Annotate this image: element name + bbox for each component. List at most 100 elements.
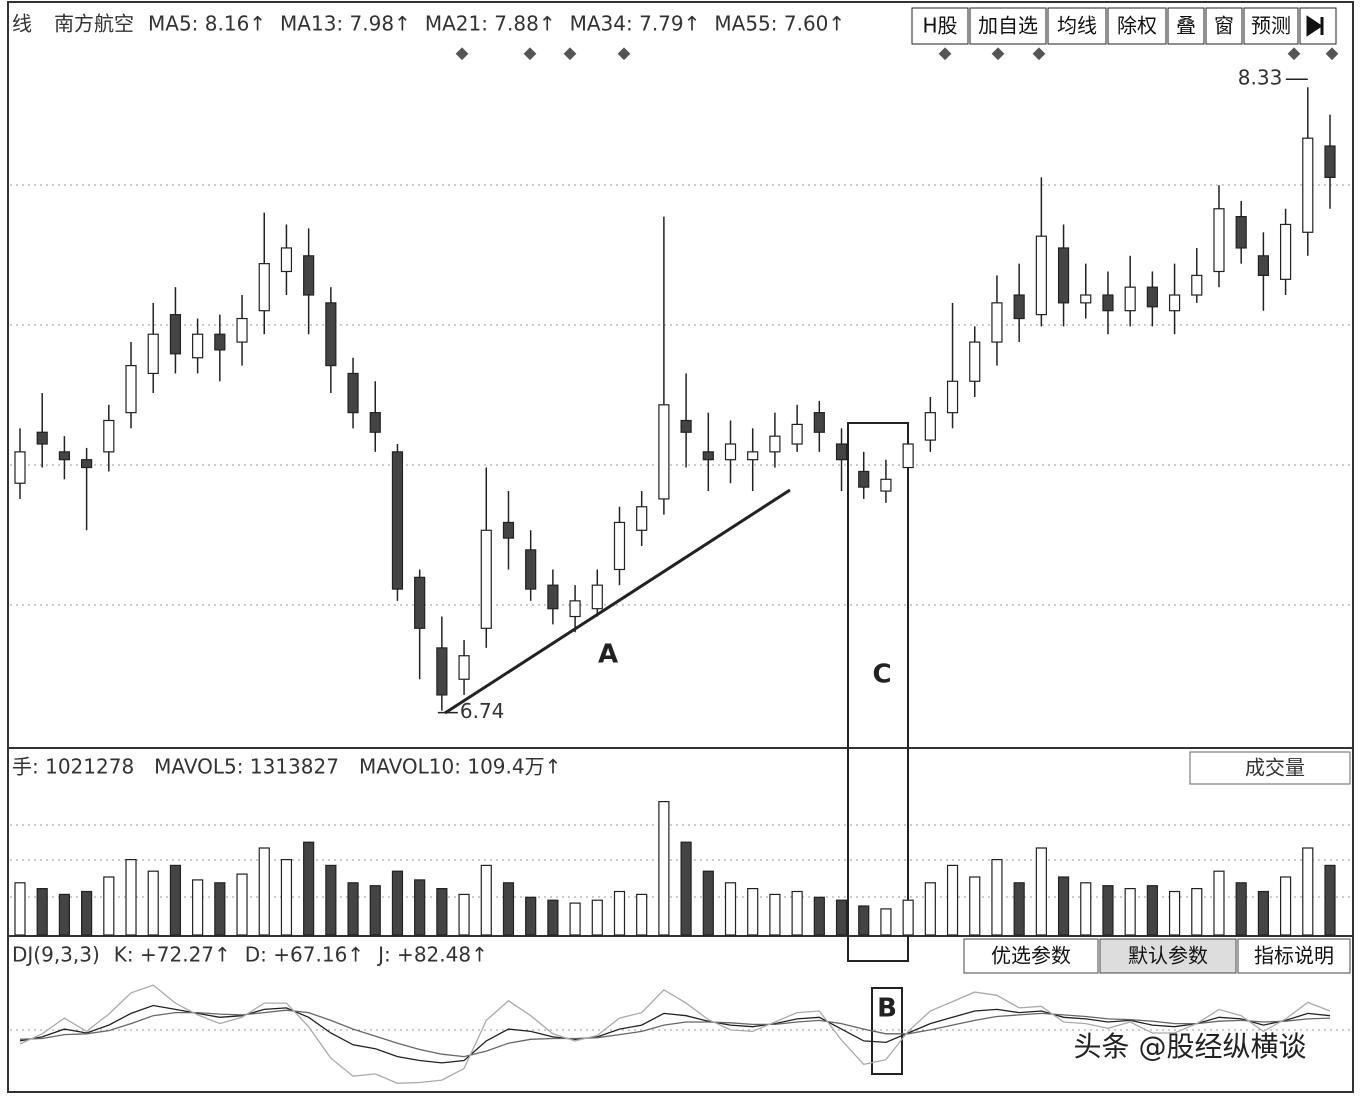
selector-label[interactable]: 成交量 — [1245, 756, 1305, 780]
toolbar-label[interactable]: 均线 — [1057, 14, 1097, 38]
candle-body — [103, 419, 115, 453]
toolbar-button[interactable] — [969, 7, 1047, 45]
candle-body — [525, 549, 537, 590]
kdj-legend: DJ(9,3,3) — [12, 943, 100, 967]
toolbar-button[interactable] — [1047, 7, 1107, 45]
volume-bar — [347, 882, 359, 936]
selector[interactable] — [1189, 751, 1351, 785]
volume-bar — [613, 890, 626, 936]
kdj-line — [19, 984, 1331, 1084]
low-label: 6.74 — [460, 699, 505, 723]
candle-body — [1013, 294, 1025, 320]
volume-bar — [946, 864, 959, 936]
volume-bar — [502, 882, 515, 936]
volume-bar — [58, 893, 71, 936]
candle-body — [858, 470, 870, 488]
indicator-label[interactable]: 优选参数 — [991, 944, 1071, 968]
indicator-label[interactable]: 默认参数 — [1128, 944, 1208, 968]
trend-line — [444, 488, 791, 715]
high-label: 8.33 — [1238, 66, 1283, 90]
candle-body — [58, 451, 71, 461]
volume-bar — [103, 876, 115, 936]
indicator-button[interactable] — [1099, 938, 1237, 974]
volume-bar — [1146, 885, 1158, 936]
kdj-legend: D: +67.16↑ — [245, 943, 364, 967]
candle-body — [969, 341, 981, 382]
candle-body — [747, 451, 759, 461]
volume-bar — [658, 800, 670, 936]
volume-bar — [858, 905, 870, 936]
volume-bar — [1213, 870, 1225, 936]
toolbar-label[interactable]: H股 — [922, 14, 957, 38]
candle-body — [36, 431, 48, 445]
annotation: A — [598, 640, 618, 670]
volume-legend: MAVOL10: 109.4万↑ — [359, 755, 561, 779]
volume-bar — [1080, 882, 1092, 936]
ma-value: MA55: 7.60↑ — [714, 12, 845, 36]
candle-body — [369, 412, 381, 433]
volume-bar — [1279, 876, 1292, 936]
volume-bar — [169, 864, 182, 936]
toolbar-button[interactable] — [1205, 7, 1243, 45]
toolbar-label[interactable]: 加自选 — [978, 14, 1038, 38]
volume-bar — [369, 885, 381, 936]
volume-bar — [880, 908, 892, 936]
toolbar-button[interactable] — [1243, 7, 1299, 45]
grid — [10, 184, 1350, 1031]
candle-body — [813, 412, 825, 433]
toolbar-icon[interactable] — [1306, 15, 1324, 37]
candle-body — [791, 423, 803, 445]
ma-value: MA5: 8.16↑ — [148, 12, 266, 36]
indicator-label[interactable]: 指标说明 — [1254, 944, 1334, 968]
candle-body — [502, 521, 515, 539]
indicator-button[interactable] — [963, 938, 1099, 974]
volume-bar — [236, 873, 248, 936]
candle-body — [835, 443, 848, 461]
candle-body — [569, 600, 581, 618]
volume-bar — [36, 887, 48, 936]
indicator-button[interactable] — [1237, 938, 1351, 974]
candle-body — [325, 302, 337, 367]
candle-body — [924, 412, 936, 441]
volume-bar — [303, 841, 315, 936]
toolbar-label[interactable]: 除权 — [1117, 14, 1157, 38]
volume-bar — [391, 870, 404, 936]
volume-bar — [436, 887, 448, 936]
candle-body — [702, 451, 714, 461]
volume-bar — [769, 893, 781, 936]
box-c — [847, 422, 909, 962]
candle-body — [391, 451, 404, 590]
candle-body — [1102, 294, 1114, 312]
kdj-line — [19, 1004, 1331, 1064]
frame — [7, 1, 1354, 1093]
volume-bar — [1302, 847, 1314, 936]
candle-body — [658, 404, 670, 500]
volume-bar — [214, 882, 226, 936]
volume-bar — [525, 896, 537, 936]
volume-bar — [325, 864, 337, 936]
candle-body — [214, 333, 226, 351]
volume-bar — [813, 896, 825, 936]
volume-bar — [81, 890, 93, 936]
toolbar-label[interactable]: 预测 — [1251, 14, 1291, 38]
stock-name: 南方航空 — [54, 12, 134, 36]
volume-bar — [1124, 887, 1136, 936]
volume-bar — [724, 882, 737, 936]
toolbar-label[interactable]: 叠 — [1176, 14, 1196, 38]
volume-bar — [414, 879, 426, 936]
toolbar-button[interactable] — [911, 7, 969, 45]
kdj-line — [19, 1009, 1331, 1058]
candle-body — [1302, 137, 1314, 233]
candle-body — [1080, 294, 1092, 304]
candle-body — [258, 263, 270, 312]
toolbar-button[interactable] — [1107, 7, 1167, 45]
candle-body — [303, 255, 315, 296]
volume-bar — [1013, 882, 1025, 936]
candle-body — [1279, 223, 1292, 280]
volume-bar — [791, 890, 803, 936]
volume-bar — [1235, 882, 1247, 936]
toolbar-button[interactable] — [1167, 7, 1205, 45]
annotation: B — [877, 994, 897, 1024]
toolbar-label[interactable]: 窗 — [1214, 14, 1234, 38]
candle-body — [169, 314, 182, 355]
